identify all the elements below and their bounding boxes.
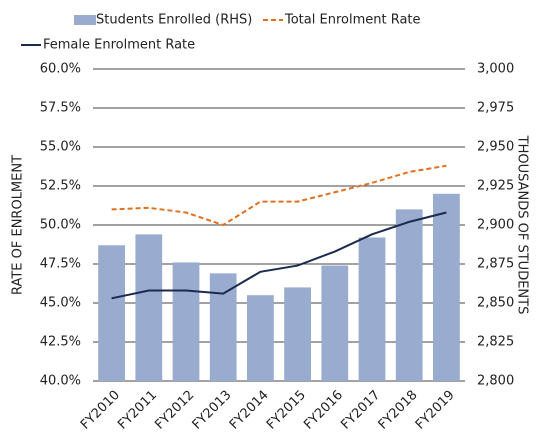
bar <box>284 287 311 381</box>
bar <box>247 295 274 381</box>
y-tick-label: 50.0% <box>40 218 81 233</box>
line <box>111 164 447 227</box>
bar <box>172 262 200 381</box>
y2-tick-label: 2,900 <box>477 218 514 233</box>
bar <box>98 245 125 381</box>
bar <box>358 237 386 381</box>
y-axis-label: RATE OF ENROLMENT <box>11 155 26 295</box>
legend-label: Students Enrolled (RHS) <box>96 13 252 28</box>
x-tick-label: FY2016 <box>301 388 346 433</box>
y-tick-label: 45.0% <box>40 296 81 311</box>
y2-tick-label: 2,950 <box>477 140 514 155</box>
bar <box>395 209 423 381</box>
legend-label: Total Enrolment Rate <box>284 13 421 28</box>
y-tick-label: 47.5% <box>40 257 81 272</box>
bar <box>135 234 163 381</box>
y2-tick-label: 2,800 <box>477 374 514 389</box>
y2-axis-label: THOUSANDS OF STUDENTS <box>515 135 530 315</box>
y-tick-label: 55.0% <box>40 140 81 155</box>
y2-tick-label: 2,925 <box>477 179 514 194</box>
y-tick-label: 52.5% <box>40 179 81 194</box>
x-tick-label: FY2017 <box>338 388 383 433</box>
bar <box>209 273 237 381</box>
x-tick-label: FY2014 <box>227 388 272 433</box>
legend-swatch <box>74 15 96 25</box>
y-tick-label: 42.5% <box>40 335 81 350</box>
y-tick-label: 57.5% <box>40 101 81 116</box>
x-tick-label: FY2010 <box>78 388 123 433</box>
x-tick-label: FY2011 <box>115 388 160 433</box>
y2-tick-label: 2,850 <box>477 296 514 311</box>
x-tick-label: FY2018 <box>376 388 421 433</box>
y2-tick-label: 2,975 <box>477 101 514 116</box>
x-tick-label: FY2012 <box>152 388 197 433</box>
x-tick-label: FY2019 <box>413 388 458 433</box>
y-tick-label: 40.0% <box>40 374 81 389</box>
x-tick-label: FY2013 <box>190 388 235 433</box>
legend-label: Female Enrolment Rate <box>43 38 195 53</box>
line <box>111 211 447 300</box>
y-tick-label: 60.0% <box>40 62 81 77</box>
y2-tick-label: 2,875 <box>477 257 514 272</box>
bar <box>321 265 349 381</box>
bar <box>433 193 460 381</box>
x-tick-label: FY2015 <box>264 388 309 433</box>
y2-tick-label: 3,000 <box>477 62 514 77</box>
y2-tick-label: 2,825 <box>477 335 514 350</box>
